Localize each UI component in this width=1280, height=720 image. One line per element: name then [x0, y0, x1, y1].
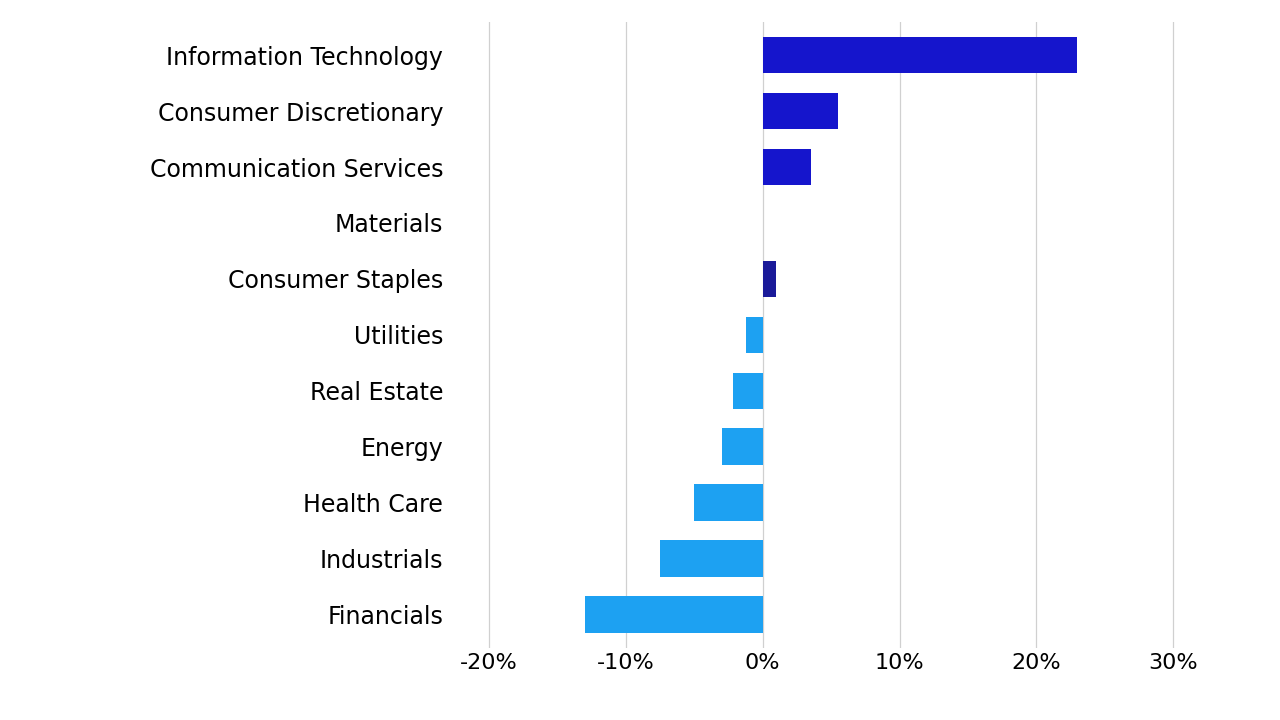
- Bar: [694, 485, 763, 521]
- Bar: [746, 317, 763, 353]
- Bar: [763, 261, 777, 297]
- Bar: [660, 540, 763, 577]
- Bar: [722, 428, 763, 465]
- Bar: [585, 596, 763, 633]
- Bar: [763, 149, 810, 185]
- Bar: [732, 372, 763, 409]
- Bar: [763, 37, 1078, 73]
- Bar: [763, 93, 838, 130]
